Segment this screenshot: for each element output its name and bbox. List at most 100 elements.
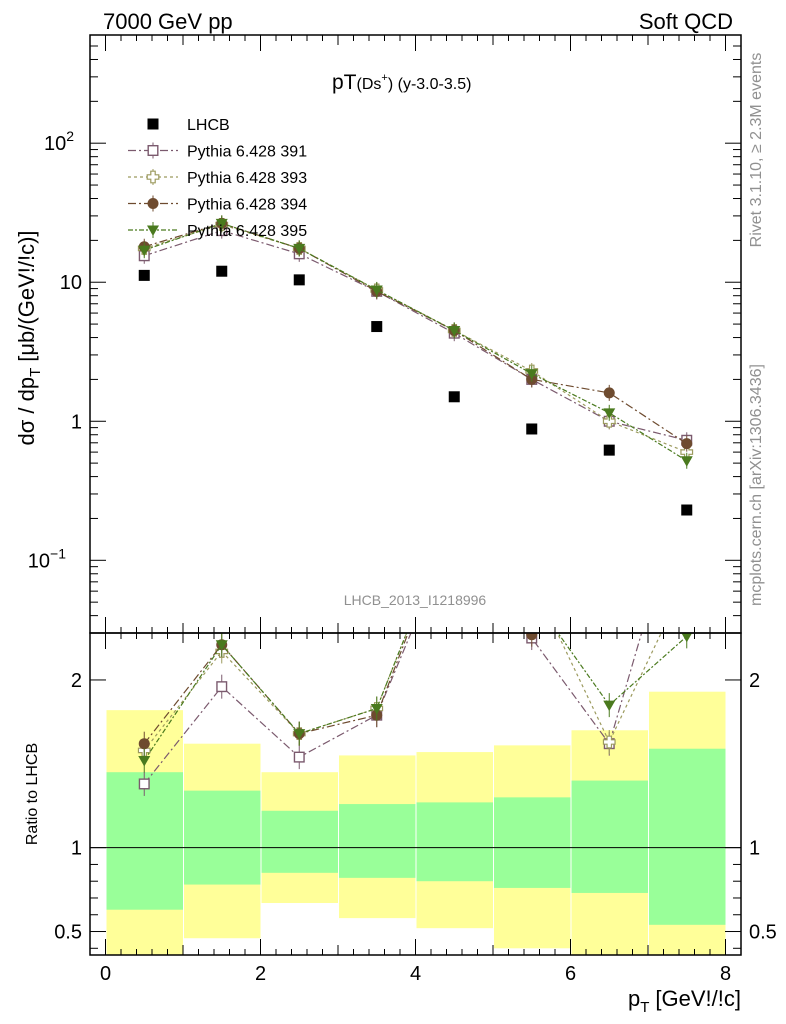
ratio-y-tick-label: 2 bbox=[71, 670, 82, 692]
inner-band-bin bbox=[261, 810, 338, 873]
legend-label: Pythia 6.428 394 bbox=[187, 197, 307, 214]
main-y-tick-label: 1 bbox=[71, 411, 82, 433]
data-point bbox=[681, 504, 693, 516]
ratio-point bbox=[526, 633, 538, 641]
series-line bbox=[144, 222, 688, 445]
inner-band-bin bbox=[571, 780, 648, 893]
data-point bbox=[680, 456, 693, 467]
main-y-tick-label: 102 bbox=[44, 128, 74, 155]
data-point bbox=[371, 321, 383, 333]
ratio-point bbox=[370, 703, 383, 715]
x-tick-label: 6 bbox=[565, 963, 576, 985]
data-point bbox=[138, 245, 151, 257]
ratio-line bbox=[143, 633, 662, 751]
ratio-point bbox=[293, 751, 305, 763]
main-axes: 10−1 1 10 102 bbox=[28, 34, 741, 634]
legend-entry: Pythia 6.428 391 bbox=[128, 142, 307, 161]
legend-marker bbox=[147, 144, 159, 156]
inner-band-bin bbox=[416, 802, 493, 882]
data-point bbox=[138, 269, 150, 281]
x-tick-label: 4 bbox=[410, 963, 421, 985]
title-tail: ) (y-3.0-3.5) bbox=[388, 76, 472, 93]
data-point bbox=[603, 444, 615, 456]
ratio-line bbox=[143, 633, 688, 761]
data-point bbox=[603, 408, 616, 419]
legend-marker bbox=[147, 225, 159, 236]
ratio-point bbox=[448, 506, 460, 518]
legend: LHCB Pythia 6.428 391 Pythia 6.428 393 Pyth… bbox=[128, 117, 307, 240]
xlabel-main: p bbox=[628, 986, 640, 1011]
title-main: pT bbox=[332, 71, 357, 94]
main-series-layer bbox=[137, 215, 694, 516]
data-point bbox=[370, 285, 383, 296]
ratio-uncertainty-bands bbox=[90, 691, 741, 955]
ratio-point bbox=[526, 592, 538, 603]
ratio-point bbox=[681, 633, 693, 643]
ratio-point bbox=[215, 640, 228, 651]
ratio-y-tick-label-right: 2 bbox=[749, 670, 760, 692]
series-line bbox=[144, 230, 687, 441]
ratio-point bbox=[526, 574, 538, 586]
x-tick-label: 2 bbox=[255, 963, 266, 985]
ratio-point bbox=[603, 700, 616, 712]
ratio-point bbox=[682, 474, 692, 484]
x-axis-label: pT [GeV!/!c] bbox=[628, 986, 741, 1016]
legend-entry: Pythia 6.428 393 bbox=[128, 169, 307, 187]
series-pythia-6-428-393 bbox=[137, 216, 694, 461]
legend-label: Pythia 6.428 393 bbox=[187, 170, 307, 187]
main-y-tick-label: 10 bbox=[60, 272, 82, 294]
ratio-y-tick-label-right: 1 bbox=[749, 838, 760, 860]
ratio-point bbox=[138, 738, 150, 750]
ratio-point bbox=[604, 574, 615, 585]
ylabel-main: dσ / dp bbox=[14, 377, 39, 446]
legend-label: Pythia 6.428 395 bbox=[187, 223, 307, 240]
legend-label: Pythia 6.428 391 bbox=[187, 144, 307, 161]
ratio-series-pythia-6-428-395 bbox=[138, 508, 693, 773]
data-point bbox=[603, 387, 615, 399]
ratio-point bbox=[449, 507, 460, 518]
x-tick-label: 8 bbox=[720, 963, 731, 985]
ratio-point bbox=[216, 681, 228, 693]
ratio-point bbox=[448, 508, 460, 519]
data-point bbox=[448, 391, 460, 403]
data-point bbox=[681, 438, 693, 450]
legend-marker bbox=[146, 170, 160, 184]
main-y-tick-label: 10−1 bbox=[28, 545, 66, 572]
legend-entry: LHCB bbox=[147, 117, 230, 134]
legend-label: LHCB bbox=[187, 117, 230, 134]
analysis-watermark: LHCB_2013_I1218996 bbox=[344, 592, 487, 608]
data-point bbox=[293, 243, 306, 255]
ratio-point bbox=[602, 735, 616, 749]
data-point bbox=[448, 325, 461, 337]
ratio-y-axis-label: Ratio to LHCB bbox=[24, 743, 41, 845]
series-pythia-6-428-395 bbox=[138, 215, 693, 469]
main-y-axis-label: dσ / dpT [μb/(GeV!/!c)] bbox=[14, 230, 44, 445]
title-paren: (Ds bbox=[357, 76, 382, 93]
ylabel-unit: [μb/(GeV!/!c)] bbox=[14, 230, 39, 361]
rivet-version-text: Rivet 3.1.10, ≥ 2.3M events bbox=[748, 53, 765, 248]
data-point bbox=[293, 274, 305, 286]
inner-band-bin bbox=[494, 797, 571, 888]
ratio-axes: 0.5 0.5 1 1 2 2 0 2 4 6 8 bbox=[54, 633, 777, 985]
title-sup: + bbox=[381, 72, 387, 84]
plot-title: pT(Ds+) (y-3.0-3.5) bbox=[332, 71, 471, 94]
series-line bbox=[144, 222, 688, 462]
data-point bbox=[525, 369, 538, 380]
inner-band-bin bbox=[339, 804, 416, 878]
ratio-series-layer bbox=[137, 474, 693, 796]
inner-band-bin bbox=[184, 790, 261, 885]
inner-band-bin bbox=[649, 748, 726, 925]
data-point bbox=[602, 414, 616, 428]
legend-marker bbox=[147, 198, 159, 209]
x-tick-label: 0 bbox=[100, 963, 111, 985]
ratio-y-tick-label-right: 0.5 bbox=[749, 922, 777, 944]
legend-entry: Pythia 6.428 394 bbox=[128, 195, 307, 214]
ylabel-sub: T bbox=[27, 368, 44, 377]
xlabel-sub: T bbox=[640, 999, 649, 1016]
ratio-y-tick-label: 0.5 bbox=[54, 922, 82, 944]
ratio-point bbox=[138, 778, 150, 790]
header-right-label: Soft QCD bbox=[639, 9, 733, 34]
ratio-y-tick-label: 1 bbox=[71, 838, 82, 860]
data-point bbox=[216, 265, 228, 277]
